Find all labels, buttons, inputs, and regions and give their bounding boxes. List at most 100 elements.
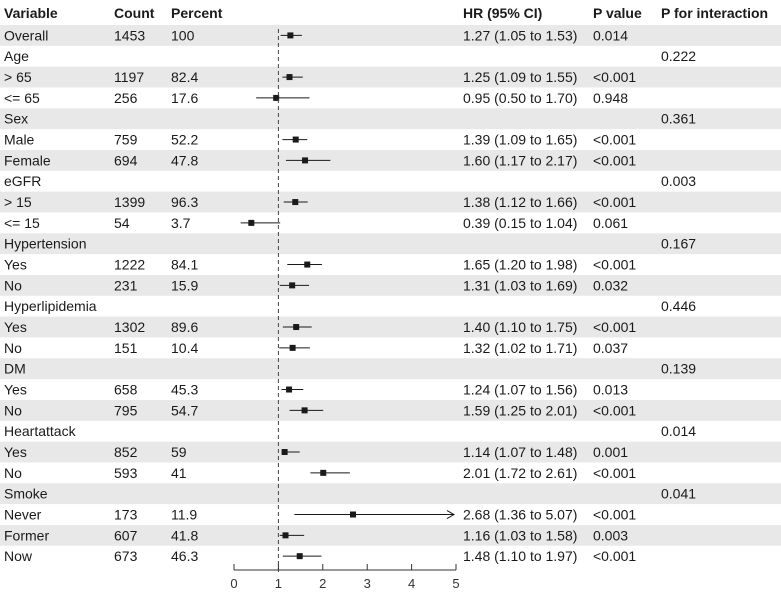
hr-point — [248, 219, 255, 226]
row-stripes — [0, 25, 781, 546]
hr-point — [286, 74, 293, 81]
count-value: 658 — [114, 382, 138, 398]
hr-value: 1.38 (1.12 to 1.66) — [463, 194, 577, 210]
hr-value: 0.39 (0.15 to 1.04) — [463, 215, 577, 231]
p-value: 0.948 — [593, 90, 628, 106]
x-tick-label: 3 — [364, 576, 371, 591]
percent-value: 52.2 — [171, 132, 198, 148]
percent-value: 41.8 — [171, 527, 198, 543]
count-value: 151 — [114, 340, 138, 356]
percent-value: 54.7 — [171, 402, 198, 418]
percent-value: 15.9 — [171, 277, 198, 293]
percent-value: 46.3 — [171, 548, 198, 564]
p-interaction-value: 0.041 — [661, 486, 696, 502]
header-variable: Variable — [4, 5, 58, 21]
p-interaction-value: 0.003 — [661, 173, 696, 189]
row-stripe — [0, 108, 781, 130]
percent-value: 89.6 — [171, 319, 198, 335]
row-label: No — [4, 402, 22, 418]
hr-value: 1.16 (1.03 to 1.58) — [463, 527, 577, 543]
count-value: 694 — [114, 152, 138, 168]
p-value: 0.061 — [593, 215, 628, 231]
row-label: Never — [4, 507, 42, 523]
hr-value: 1.59 (1.25 to 2.01) — [463, 402, 577, 418]
row-stripe — [0, 233, 781, 255]
row-label: <= 15 — [4, 215, 40, 231]
hr-point — [286, 386, 293, 393]
count-value: 256 — [114, 90, 138, 106]
row-label: Yes — [4, 382, 27, 398]
row-stripe — [0, 25, 781, 46]
row-label: Now — [4, 548, 33, 564]
p-interaction-value: 0.361 — [661, 111, 696, 127]
percent-value: 17.6 — [171, 90, 198, 106]
p-interaction-value: 0.014 — [661, 423, 696, 439]
x-axis: 0 1 2 3 4 5 — [230, 564, 460, 591]
row-stripe — [0, 274, 781, 296]
hr-value: 1.25 (1.09 to 1.55) — [463, 69, 577, 85]
ci-arrow — [446, 510, 456, 519]
count-value: 1222 — [114, 257, 145, 273]
hr-value: 1.32 (1.02 to 1.71) — [463, 340, 577, 356]
hr-point — [293, 324, 300, 331]
hr-point — [282, 532, 289, 539]
row-stripe — [0, 358, 781, 380]
percent-value: 41 — [171, 465, 187, 481]
p-value: <0.001 — [593, 257, 636, 273]
p-value: <0.001 — [593, 69, 636, 85]
row-label: Overall — [4, 27, 48, 43]
hr-point — [320, 469, 327, 476]
hr-value: 2.01 (1.72 to 2.61) — [463, 465, 577, 481]
row-label: > 15 — [4, 194, 32, 210]
row-stripe — [0, 399, 781, 421]
hr-point — [301, 407, 308, 414]
row-label: Yes — [4, 319, 27, 335]
group-label: Hyperlipidemia — [4, 298, 97, 314]
count-value: 852 — [114, 444, 138, 460]
group-label: Age — [4, 48, 29, 64]
group-label: Hypertension — [4, 236, 87, 252]
p-value: <0.001 — [593, 402, 636, 418]
row-label: Male — [4, 132, 35, 148]
hr-value: 1.27 (1.05 to 1.53) — [463, 27, 577, 43]
p-value: <0.001 — [593, 152, 636, 168]
group-label: Sex — [4, 111, 28, 127]
group-label: DM — [4, 361, 26, 377]
row-label: No — [4, 465, 22, 481]
row-label: No — [4, 277, 22, 293]
p-value: <0.001 — [593, 132, 636, 148]
count-value: 231 — [114, 277, 138, 293]
hr-value: 2.68 (1.36 to 5.07) — [463, 507, 577, 523]
hr-point — [289, 344, 296, 351]
hr-value: 1.31 (1.03 to 1.69) — [463, 277, 577, 293]
count-value: 593 — [114, 465, 138, 481]
row-label: Former — [4, 527, 49, 543]
hr-value: 1.48 (1.10 to 1.97) — [463, 548, 577, 564]
x-tick-label: 4 — [408, 576, 415, 591]
count-value: 1302 — [114, 319, 145, 335]
count-value: 1197 — [114, 69, 144, 85]
count-value: 54 — [114, 215, 130, 231]
header-hr: HR (95% CI) — [463, 5, 542, 21]
p-interaction-value: 0.167 — [661, 236, 696, 252]
header-count: Count — [114, 5, 155, 21]
row-stripe — [0, 316, 781, 338]
p-interaction-value: 0.446 — [661, 298, 696, 314]
hr-value: 1.60 (1.17 to 2.17) — [463, 152, 577, 168]
percent-value: 3.7 — [171, 215, 191, 231]
hr-point — [292, 199, 299, 206]
count-value: 1399 — [114, 194, 145, 210]
percent-value: 47.8 — [171, 152, 198, 168]
percent-value: 96.3 — [171, 194, 198, 210]
count-value: 173 — [114, 507, 138, 523]
row-label: Female — [4, 152, 51, 168]
hr-point — [302, 157, 309, 164]
x-tick-label: 2 — [319, 576, 326, 591]
p-value: 0.013 — [593, 382, 628, 398]
hr-point — [349, 511, 356, 518]
p-value: <0.001 — [593, 194, 636, 210]
percent-value: 45.3 — [171, 382, 198, 398]
p-value: 0.001 — [593, 444, 628, 460]
p-value: <0.001 — [593, 548, 636, 564]
